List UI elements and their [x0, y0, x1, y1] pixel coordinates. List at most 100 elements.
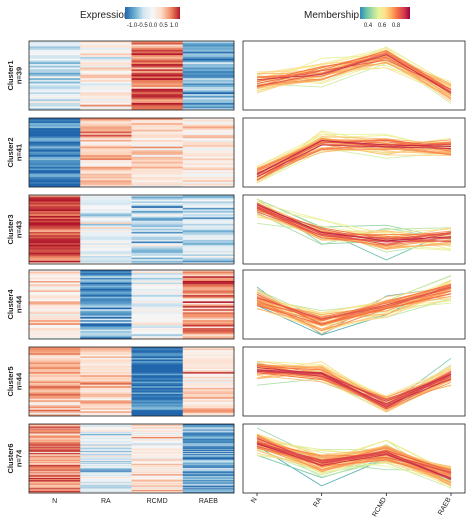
heatmap-cell	[29, 277, 81, 280]
cluster-heatmap	[29, 424, 235, 494]
heatmap-cell	[29, 395, 81, 398]
heatmap-cell	[131, 119, 184, 122]
heatmap-cell	[131, 467, 184, 470]
lineplot-frame	[242, 194, 466, 265]
heatmap-cell	[29, 246, 81, 249]
heatmap-cell	[29, 249, 81, 252]
heatmap-cell	[182, 195, 235, 197]
heatmap-cell	[80, 228, 132, 231]
heatmap-cell	[80, 484, 132, 486]
heatmap-cell	[182, 451, 235, 454]
heatmap-cell	[182, 485, 235, 487]
heatmap-cell	[182, 460, 235, 462]
heatmap-cell	[80, 437, 132, 440]
heatmap-cell	[29, 460, 81, 462]
heatmap-cell	[131, 350, 184, 353]
heatmap-cell	[182, 398, 235, 401]
heatmap-cell	[80, 72, 132, 75]
heatmap-cell	[131, 215, 184, 218]
heatmap-cell	[80, 153, 132, 156]
heatmap-cell	[80, 332, 132, 335]
heatmap-cell	[182, 236, 235, 239]
heatmap-cell	[131, 78, 184, 81]
heatmap-cell	[131, 357, 184, 360]
heatmap-cell	[29, 220, 81, 223]
heatmap-cell	[29, 457, 81, 459]
lineplot-frame	[242, 117, 466, 188]
heatmap-cell	[80, 426, 132, 429]
heatmap-cell	[29, 403, 81, 406]
cluster-label: Cluster3n=43	[6, 214, 24, 244]
heatmap-cell	[29, 389, 81, 392]
heatmap-cell	[131, 309, 184, 312]
heatmap-cell	[29, 42, 81, 45]
heatmap-cell	[29, 480, 81, 483]
heatmap-cell	[80, 215, 132, 218]
heatmap-cell	[182, 231, 235, 234]
heatmap-cell	[80, 287, 132, 290]
heatmap-cell	[182, 106, 235, 109]
heatmap-cell	[131, 478, 184, 480]
heatmap-cell	[80, 454, 132, 457]
cluster-lineplot	[256, 198, 452, 261]
heatmap-cell	[182, 446, 235, 448]
heatmap-cell	[182, 307, 235, 310]
heatmap-cell	[131, 354, 184, 357]
heatmap-cell	[29, 206, 81, 209]
heatmap-cell	[29, 315, 81, 318]
heatmap-cell	[131, 211, 184, 213]
heatmap-cell	[131, 44, 184, 47]
heatmap-cell	[131, 368, 184, 371]
heatmap-cell	[80, 438, 132, 441]
heatmap-cell	[80, 144, 132, 147]
heatmap-cell	[182, 312, 235, 315]
heatmap-cell	[80, 468, 132, 470]
heatmap-cell	[131, 58, 184, 61]
heatmap-cell	[29, 76, 81, 79]
heatmap-cell	[131, 141, 184, 144]
heatmap-cell	[131, 146, 184, 149]
heatmap-cell	[29, 458, 81, 460]
heatmap-cell	[131, 484, 184, 486]
heatmap-cell	[182, 102, 235, 105]
heatmap-cell	[29, 443, 81, 445]
heatmap-cell	[80, 370, 132, 373]
heatmap-cell	[131, 241, 184, 244]
heatmap-cell	[80, 441, 132, 443]
heatmap-cell	[131, 450, 184, 452]
heatmap-cell	[182, 464, 235, 466]
heatmap-cell	[131, 487, 184, 489]
heatmap-cell	[29, 431, 81, 433]
heatmap-cell	[80, 387, 132, 390]
heatmap-cell	[29, 490, 81, 492]
heatmap-cell	[29, 236, 81, 239]
heatmap-cell	[80, 479, 132, 481]
heatmap-cell	[182, 440, 235, 443]
heatmap-cell	[29, 448, 81, 450]
heatmap-cell	[182, 434, 235, 436]
heatmap-cell	[131, 168, 184, 171]
heatmap-cell	[131, 482, 184, 484]
heatmap-cell	[182, 442, 235, 444]
heatmap-cell	[182, 452, 235, 455]
heatmap-cell	[80, 55, 132, 58]
heatmap-cell	[29, 446, 81, 448]
cluster-name: Cluster2	[6, 137, 15, 167]
heatmap-cell	[182, 138, 235, 141]
heatmap-cell	[182, 178, 235, 181]
heatmap-cell	[29, 97, 81, 100]
heatmap-cell	[131, 313, 184, 316]
heatmap-cell	[29, 151, 81, 154]
heatmap-cell	[131, 302, 184, 305]
heatmap-cell	[182, 337, 235, 340]
heatmap-cell	[131, 252, 184, 255]
heatmap-cell	[80, 238, 132, 241]
heatmap-cell	[131, 128, 184, 131]
heatmap-cell	[131, 295, 184, 297]
heatmap-cell	[131, 465, 184, 468]
heatmap-cell	[182, 176, 235, 179]
heatmap-cell	[80, 46, 132, 49]
heatmap-cell	[131, 158, 184, 161]
heatmap-cell	[131, 214, 184, 217]
heatmap-cell	[131, 424, 184, 426]
